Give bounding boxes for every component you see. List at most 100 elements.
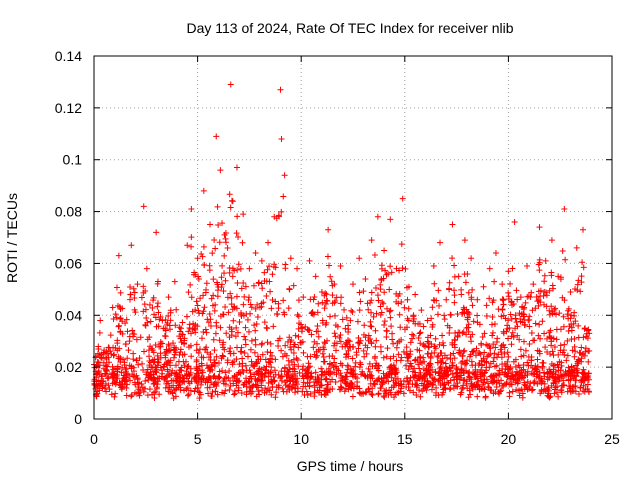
- data-point: [162, 374, 169, 381]
- data-point: [326, 360, 333, 367]
- data-point: [182, 358, 189, 365]
- data-point: [154, 303, 161, 310]
- data-point: [437, 375, 444, 382]
- data-point: [94, 382, 101, 389]
- data-point: [142, 322, 149, 329]
- data-point: [491, 350, 498, 357]
- data-point: [253, 359, 260, 366]
- data-point: [551, 344, 558, 351]
- data-point: [227, 377, 234, 384]
- data-point: [273, 310, 280, 317]
- data-point: [324, 253, 331, 260]
- data-point: [226, 334, 233, 341]
- data-point: [430, 297, 437, 304]
- data-point: [585, 358, 592, 365]
- data-point: [394, 340, 401, 347]
- data-point: [173, 370, 180, 377]
- data-point: [265, 373, 272, 380]
- data-point: [246, 265, 253, 272]
- data-point: [398, 241, 405, 248]
- data-point: [455, 349, 462, 356]
- data-point: [312, 369, 319, 376]
- plot-frame: [93, 55, 613, 420]
- data-point: [294, 265, 301, 272]
- data-point: [464, 316, 471, 323]
- data-point: [213, 322, 220, 329]
- data-point: [184, 385, 191, 392]
- data-point: [389, 330, 396, 337]
- data-point: [426, 381, 433, 388]
- data-point: [432, 335, 439, 342]
- data-point: [177, 335, 184, 342]
- data-point: [325, 226, 332, 233]
- data-point: [238, 389, 245, 396]
- data-point: [586, 347, 593, 354]
- data-point: [368, 237, 375, 244]
- data-point: [454, 380, 461, 387]
- data-point: [440, 373, 447, 380]
- data-point: [241, 350, 248, 357]
- data-point: [165, 312, 172, 319]
- data-point: [311, 351, 318, 358]
- data-point: [499, 306, 506, 313]
- data-point: [510, 300, 517, 307]
- data-point: [436, 302, 443, 309]
- data-point: [311, 294, 318, 301]
- data-point: [157, 313, 164, 320]
- data-point: [488, 372, 495, 379]
- x-axis-label: GPS time / hours: [297, 458, 404, 474]
- data-point: [165, 294, 172, 301]
- data-point: [157, 343, 164, 350]
- data-point: [451, 292, 458, 299]
- data-point: [253, 321, 260, 328]
- data-point: [209, 250, 216, 257]
- data-point: [337, 332, 344, 339]
- data-point: [235, 369, 242, 376]
- data-point: [146, 301, 153, 308]
- data-point: [222, 381, 229, 388]
- data-point: [177, 346, 184, 353]
- data-point: [256, 304, 263, 311]
- data-point: [496, 380, 503, 387]
- data-point: [152, 388, 159, 395]
- chart-title: Day 113 of 2024, Rate Of TEC Index for r…: [186, 20, 513, 36]
- data-point: [307, 390, 314, 397]
- data-point: [278, 368, 285, 375]
- data-point: [564, 337, 571, 344]
- data-point: [476, 369, 483, 376]
- data-point: [536, 224, 543, 231]
- data-point: [226, 191, 233, 198]
- data-point: [198, 335, 205, 342]
- data-point: [195, 276, 202, 283]
- data-point: [285, 305, 292, 312]
- data-point: [415, 361, 422, 368]
- data-point: [155, 309, 162, 316]
- data-point: [99, 378, 106, 385]
- data-point: [324, 298, 331, 305]
- data-point: [547, 334, 554, 341]
- data-point: [204, 379, 211, 386]
- data-point: [368, 289, 375, 296]
- data-point: [205, 390, 212, 397]
- data-point: [503, 372, 510, 379]
- data-point: [526, 323, 533, 330]
- data-point: [337, 300, 344, 307]
- data-point: [509, 265, 516, 272]
- data-point: [497, 388, 504, 395]
- data-point: [506, 366, 513, 373]
- data-point: [446, 329, 453, 336]
- data-point: [356, 340, 363, 347]
- data-point: [474, 312, 481, 319]
- data-point: [342, 325, 349, 332]
- data-point: [128, 393, 135, 400]
- data-point: [581, 325, 588, 332]
- data-point: [318, 288, 325, 295]
- data-point: [286, 334, 293, 341]
- data-point: [474, 296, 481, 303]
- data-point: [265, 239, 272, 246]
- data-point: [449, 221, 456, 228]
- data-point: [458, 359, 465, 366]
- data-point: [390, 362, 397, 369]
- data-point: [409, 335, 416, 342]
- data-point: [157, 354, 164, 361]
